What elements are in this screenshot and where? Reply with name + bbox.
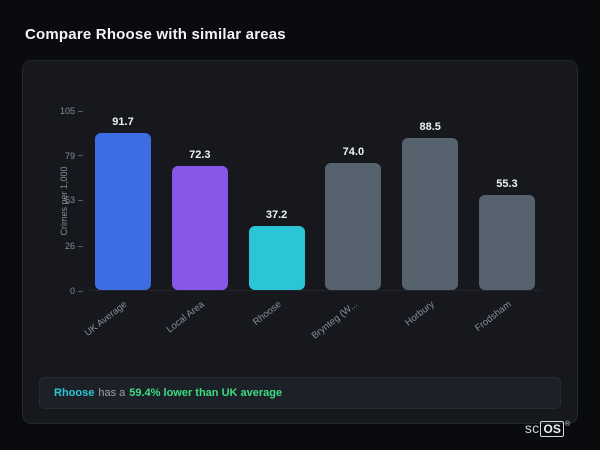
bar-uk-average[interactable] (95, 132, 151, 290)
y-tick-label: 0 (69, 286, 75, 296)
y-tick: 79 (65, 151, 83, 161)
bar-column: 37.2 Rhoose (248, 111, 305, 328)
y-tick-mark (78, 245, 83, 247)
y-tick: 0 (70, 286, 83, 296)
y-tick-mark (78, 199, 83, 201)
y-tick-mark (78, 290, 83, 292)
bar-value-label: 74.0 (342, 146, 365, 159)
y-tick: 53 (65, 195, 83, 205)
bar-column: 55.3 Frodsham (473, 111, 535, 334)
bar-local-area[interactable] (171, 166, 228, 290)
bar-brynteg-w[interactable] (325, 163, 382, 290)
bar-value-label: 88.5 (419, 121, 441, 134)
comparison-note: Rhoose has a 59.4% lower than UK average (39, 377, 561, 409)
x-axis-label: Frodsham (473, 299, 514, 334)
bar-value-label: 72.3 (189, 149, 211, 162)
bar-horbury[interactable] (402, 138, 459, 290)
bar-rhoose[interactable] (248, 226, 305, 290)
bar-plot: 91.7 UK Average 72.3 Local Area 37.2 Rhoose 74… (83, 111, 541, 341)
note-area-name: Rhoose (54, 387, 95, 399)
bar-value-label: 37.2 (265, 209, 288, 222)
y-tick: 26 (65, 241, 83, 251)
y-tick-label: 105 (59, 106, 75, 116)
y-tick-label: 53 (64, 195, 75, 206)
x-axis-label: Local Area (164, 299, 207, 336)
bar-column: 72.3 Local Area (164, 111, 228, 335)
bar-column: 91.7 UK Average (83, 111, 151, 339)
x-axis-label: Rhoose (250, 299, 284, 328)
chart-card: Crimes per 1,000 0 26 53 79 105 91.7 UK Avera… (22, 60, 578, 424)
logo-suffix: OS (540, 421, 564, 437)
x-axis-label: UK Average (83, 299, 130, 339)
y-tick: 105 (60, 106, 83, 116)
page-title: Compare Rhoose with similar areas (25, 26, 286, 43)
y-tick-mark (78, 155, 83, 157)
note-highlight-text: 59.4% lower than UK average (129, 387, 283, 399)
bar-value-label: 55.3 (496, 178, 518, 191)
y-tick-label: 79 (64, 150, 75, 161)
y-axis-ticks: 0 26 53 79 105 (23, 106, 83, 296)
x-axis-label: Horbury (403, 299, 437, 329)
scos-logo: sc OS ® (525, 420, 570, 437)
bar-frodsham[interactable] (478, 195, 535, 290)
x-axis-label: Brynteg (W... (310, 299, 361, 342)
bar-value-label: 91.7 (112, 115, 134, 128)
logo-prefix: sc (524, 420, 540, 436)
y-tick-label: 26 (64, 241, 75, 252)
registered-trademark-icon: ® (564, 421, 570, 428)
note-middle-text: has a (98, 387, 126, 399)
bar-column: 74.0 Brynteg (W... (310, 111, 382, 341)
y-tick-mark (78, 110, 83, 112)
bar-column: 88.5 Horbury (402, 111, 459, 328)
